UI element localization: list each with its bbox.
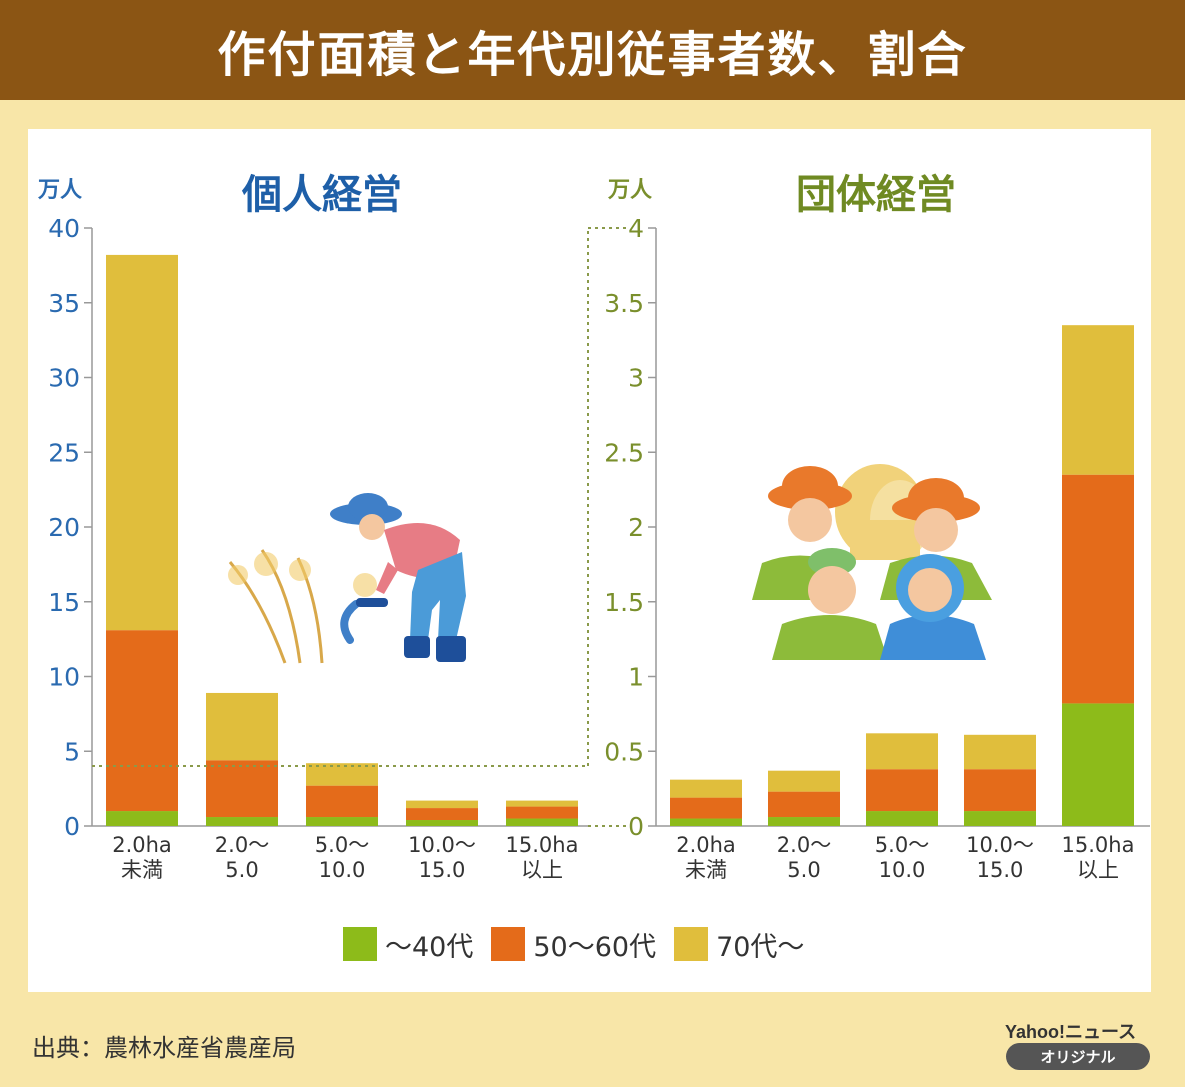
- legend-item-40: 〜40代: [343, 925, 473, 964]
- right-x-tick-label: 15.0: [977, 858, 1024, 882]
- left-bar-age-40: [106, 811, 178, 826]
- left-y-tick-label: 5: [64, 737, 80, 766]
- left-y-tick-label: 25: [48, 438, 80, 467]
- right-x-tick-label: 10.0: [879, 858, 926, 882]
- left-x-tick-label: 5.0〜: [315, 833, 369, 857]
- right-bar-age-70: [670, 779, 742, 798]
- legend-label-40: 〜40代: [385, 931, 474, 963]
- left-x-tick-label: 15.0: [419, 858, 466, 882]
- legend-item-70: 70代〜: [674, 925, 804, 964]
- right-x-tick-label: 10.0〜: [966, 833, 1034, 857]
- farmer-illustration: [228, 493, 466, 664]
- left-y-tick-label: 20: [48, 513, 80, 542]
- right-x-tick-label: 15.0ha: [1062, 833, 1135, 857]
- left-bar-age-70: [206, 692, 278, 761]
- legend-label-70: 70代〜: [716, 931, 805, 963]
- legend-label-50-60: 50〜60代: [533, 931, 657, 963]
- left-bar-age-70: [306, 763, 378, 786]
- left-bar-age-50-60: [306, 785, 378, 818]
- right-y-tick-label: 2: [628, 513, 644, 542]
- right-bar-age-40: [866, 811, 938, 826]
- left-y-tick-label: 30: [48, 364, 80, 393]
- left-x-tick-label: 2.0〜: [215, 833, 269, 857]
- right-y-tick-label: 2.5: [604, 438, 644, 467]
- left-bar-age-40: [406, 820, 478, 826]
- legend-swatch-40: [343, 927, 377, 961]
- legend: 〜40代 50〜60代 70代〜: [343, 924, 822, 964]
- right-bar-age-50-60: [866, 769, 938, 812]
- left-bar-age-40: [306, 817, 378, 826]
- left-y-tick-label: 0: [64, 812, 80, 841]
- right-x-tick-label: 5.0〜: [875, 833, 929, 857]
- right-bar-age-70: [1062, 325, 1134, 475]
- left-bar-age-50-60: [206, 760, 278, 818]
- header-banner: 作付面積と年代別従事者数、割合: [0, 0, 1185, 100]
- right-x-tick-label: 2.0〜: [777, 833, 831, 857]
- right-bar-age-50-60: [964, 769, 1036, 812]
- page-title: 作付面積と年代別従事者数、割合: [217, 27, 968, 83]
- right-y-tick-label: 0.5: [604, 737, 644, 766]
- right-bar-age-70: [866, 733, 938, 770]
- right-chart-title: 団体経営: [796, 172, 956, 218]
- left-bar-age-40: [206, 817, 278, 826]
- left-bar-age-50-60: [506, 806, 578, 819]
- right-y-unit: 万人: [608, 178, 653, 203]
- brand-name: Yahoo!ニュース: [1005, 1022, 1137, 1042]
- left-bar-age-70: [406, 800, 478, 809]
- left-bar-age-70: [106, 254, 178, 631]
- left-x-tick-label: 未満: [121, 858, 163, 882]
- left-y-tick-label: 10: [48, 663, 80, 692]
- left-x-tick-label: 15.0ha: [506, 833, 579, 857]
- right-x-tick-label: 2.0ha: [676, 833, 736, 857]
- right-y-tick-label: 0: [628, 812, 644, 841]
- right-bar-age-50-60: [768, 791, 840, 818]
- legend-swatch-70: [674, 927, 709, 961]
- left-y-tick-label: 40: [48, 214, 80, 243]
- right-bar-age-70: [964, 734, 1036, 770]
- zoom-connector: [92, 227, 626, 827]
- left-x-tick-label: 5.0: [225, 858, 258, 882]
- right-bar-age-70: [768, 770, 840, 792]
- right-x-tick-label: 5.0: [787, 858, 820, 882]
- left-chart-title: 個人経営: [242, 172, 402, 218]
- source-note: 出典：農林水産省農産局: [32, 1034, 296, 1062]
- right-x-tick-label: 以上: [1077, 858, 1119, 882]
- right-x-tick-label: 未満: [685, 858, 727, 882]
- right-y-tick-label: 3.5: [604, 289, 644, 318]
- right-y-tick-label: 1: [628, 663, 644, 692]
- illustrations: [228, 464, 992, 664]
- right-bar-age-40: [768, 817, 840, 826]
- left-bar-age-50-60: [106, 630, 178, 812]
- left-x-tick-label: 以上: [521, 858, 563, 882]
- right-y-tick-label: 1.5: [604, 588, 644, 617]
- legend-swatch-50-60: [491, 927, 526, 961]
- right-bar-age-40: [670, 818, 742, 826]
- left-x-tick-label: 2.0ha: [112, 833, 172, 857]
- group-farmers-illustration: [752, 464, 992, 660]
- left-bar-age-70: [506, 800, 578, 807]
- right-bar-age-40: [1062, 703, 1134, 826]
- left-y-tick-label: 15: [48, 588, 80, 617]
- left-bar-age-50-60: [406, 808, 478, 821]
- right-bar-age-50-60: [1062, 474, 1134, 704]
- left-bar-age-40: [506, 818, 578, 826]
- right-y-tick-label: 4: [628, 214, 644, 243]
- brand-tag: オリジナル: [1006, 1043, 1150, 1070]
- left-y-tick-label: 35: [48, 289, 80, 318]
- legend-item-50-60: 50〜60代: [491, 925, 656, 964]
- left-x-tick-label: 10.0: [319, 858, 366, 882]
- right-y-tick-label: 3: [628, 364, 644, 393]
- left-y-unit: 万人: [38, 178, 83, 203]
- right-bar-age-40: [964, 811, 1036, 826]
- left-x-tick-label: 10.0〜: [408, 833, 476, 857]
- right-bar-age-50-60: [670, 797, 742, 819]
